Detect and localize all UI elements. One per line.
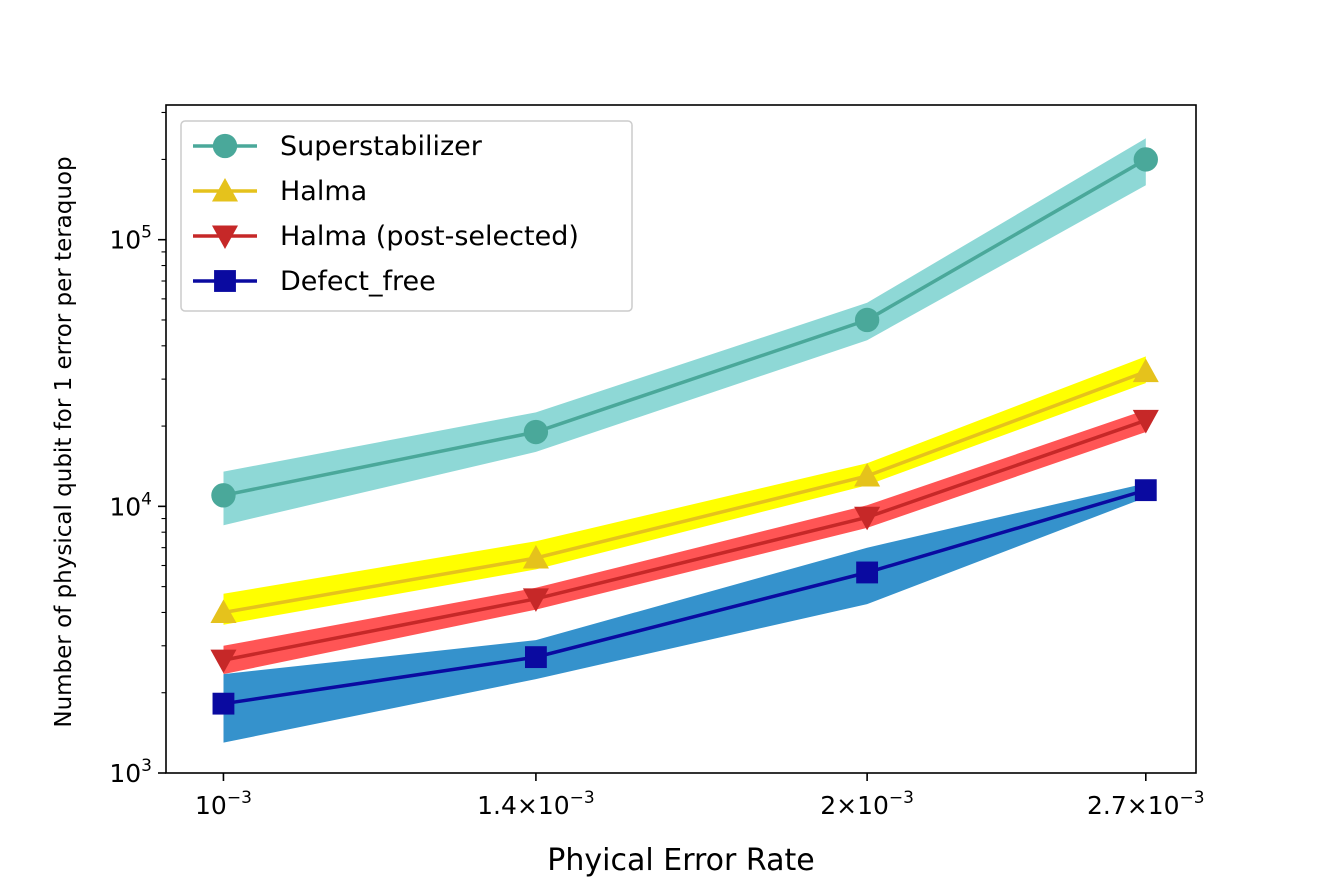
legend-marker bbox=[211, 177, 239, 202]
x-axis-ticks: 10−3 1.4×10−3 2×10−3 2.7×10−3 bbox=[195, 773, 1205, 820]
defect-free-point bbox=[524, 646, 547, 669]
halma-post-selected-band bbox=[223, 409, 1146, 675]
defect-free-band bbox=[223, 483, 1146, 743]
halma-point bbox=[854, 462, 881, 487]
x-tick-label: 2.7×10−3 bbox=[1087, 788, 1205, 820]
halma-point bbox=[1132, 358, 1159, 383]
halma-point bbox=[522, 545, 549, 569]
halma-post-selected-point bbox=[854, 506, 881, 531]
superstabilizer-point bbox=[1133, 147, 1158, 172]
series-markers bbox=[210, 147, 1159, 715]
superstabilizer-point bbox=[854, 307, 880, 333]
legend-label: Defect_free bbox=[280, 266, 436, 297]
defect-free-point bbox=[1134, 479, 1157, 502]
confidence-bands bbox=[223, 138, 1146, 743]
halma-post-selected-point bbox=[210, 649, 237, 674]
halma-post-selected-point bbox=[522, 588, 549, 612]
legend-marker bbox=[214, 270, 236, 292]
legend-marker bbox=[212, 133, 238, 159]
plot-frame bbox=[165, 104, 1197, 774]
y-axis-ticks: 103 104 105 bbox=[109, 111, 166, 788]
legend-label: Halma bbox=[280, 176, 367, 207]
halma-post-selected-line bbox=[223, 418, 1147, 662]
halma-line bbox=[223, 370, 1147, 615]
legend-item-superstabilizer[interactable]: Superstabilizer bbox=[193, 131, 483, 162]
y-axis-label: Number of physical qubit for 1 error per… bbox=[51, 156, 77, 727]
legend-item-defect-free[interactable]: Defect_free bbox=[193, 266, 436, 297]
superstabilizer-band bbox=[223, 138, 1146, 526]
legend-marker bbox=[211, 225, 239, 250]
legend-item-halma-post-selected[interactable]: Halma (post-selected) bbox=[193, 221, 579, 252]
halma-point bbox=[210, 599, 237, 623]
legend-label: Halma (post-selected) bbox=[280, 221, 579, 252]
legend-label: Superstabilizer bbox=[280, 131, 483, 162]
superstabilizer-line bbox=[223, 157, 1147, 498]
x-axis-label: Phyical Error Rate bbox=[547, 843, 814, 878]
halma-post-selected-point bbox=[1132, 409, 1159, 434]
defect-free-point bbox=[212, 692, 235, 715]
series-lines bbox=[223, 157, 1147, 706]
x-tick-label: 2×10−3 bbox=[820, 788, 914, 820]
defect-free-point bbox=[856, 561, 879, 584]
legend-item-halma[interactable]: Halma bbox=[193, 176, 367, 207]
y-tick-label: 104 bbox=[109, 489, 152, 521]
x-tick-label: 1.4×10−3 bbox=[477, 788, 595, 820]
halma-band bbox=[223, 356, 1146, 625]
legend-box bbox=[180, 120, 633, 312]
superstabilizer-point bbox=[523, 419, 549, 445]
y-tick-label: 103 bbox=[109, 756, 152, 788]
defect-free-line bbox=[223, 488, 1147, 706]
x-tick-label: 10−3 bbox=[195, 788, 252, 820]
y-tick-label: 105 bbox=[109, 223, 152, 255]
superstabilizer-point bbox=[211, 483, 236, 508]
legend[interactable]: Superstabilizer Halma Halma (post-selected… bbox=[180, 120, 633, 312]
